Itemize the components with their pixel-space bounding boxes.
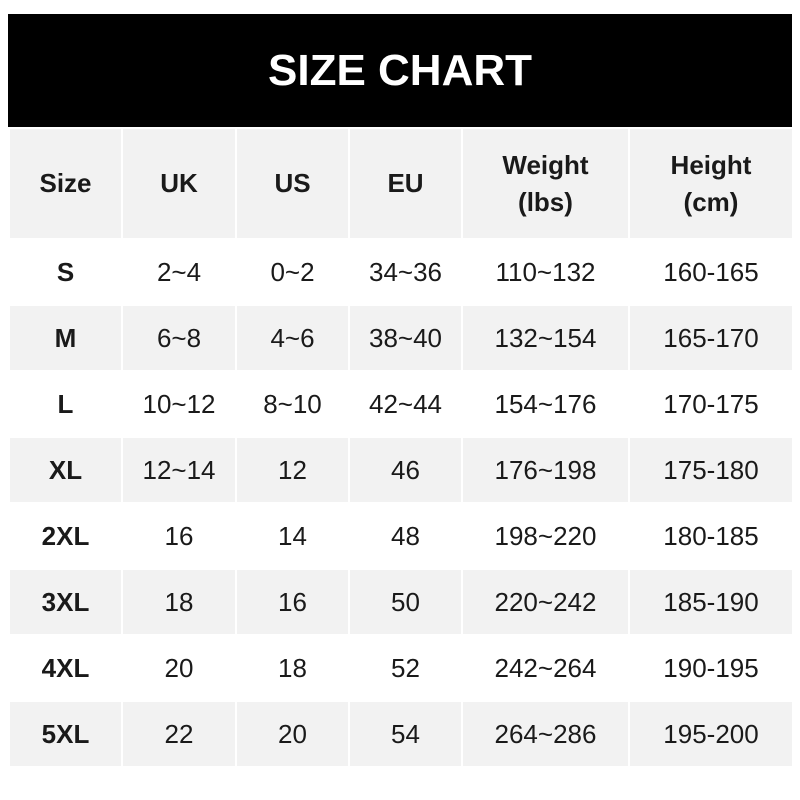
column-header: Weight (lbs) — [461, 127, 630, 240]
table-cell: 170-175 — [628, 370, 794, 438]
size-cell: 3XL — [8, 568, 123, 636]
table-row: M 6~8 4~6 38~40 132~154 165-170 — [8, 304, 794, 372]
table-cell: 175-180 — [628, 436, 794, 504]
table-cell: 34~36 — [348, 238, 463, 306]
table-cell: 18 — [121, 568, 237, 636]
table-cell: 8~10 — [235, 370, 350, 438]
size-cell: S — [8, 238, 123, 306]
table-cell: 46 — [348, 436, 463, 504]
table-cell: 154~176 — [461, 370, 630, 438]
column-header-text: UK — [160, 168, 198, 199]
table-cell: 180-185 — [628, 502, 794, 570]
table-cell: 195-200 — [628, 700, 794, 768]
table-cell: 110~132 — [461, 238, 630, 306]
table-cell: 185-190 — [628, 568, 794, 636]
table-cell: 14 — [235, 502, 350, 570]
size-cell: 2XL — [8, 502, 123, 570]
table-cell: 12 — [235, 436, 350, 504]
size-table: Size UK US EU Weight (lbs) Height (cm) S 2~4 0~2 3… — [8, 127, 794, 768]
column-header-text: (lbs) — [518, 186, 573, 217]
table-cell: 16 — [121, 502, 237, 570]
table-cell: 6~8 — [121, 304, 237, 372]
table-row: XL 12~14 12 46 176~198 175-180 — [8, 436, 794, 504]
table-cell: 242~264 — [461, 634, 630, 702]
table-row: 2XL 16 14 48 198~220 180-185 — [8, 502, 794, 570]
size-cell: L — [8, 370, 123, 438]
column-header-text: Weight — [502, 150, 589, 181]
table-cell: 176~198 — [461, 436, 630, 504]
column-header: US — [235, 127, 350, 240]
size-cell: 5XL — [8, 700, 123, 768]
size-chart-title: SIZE CHART — [8, 14, 792, 127]
table-cell: 52 — [348, 634, 463, 702]
table-cell: 165-170 — [628, 304, 794, 372]
size-cell: M — [8, 304, 123, 372]
table-row: 3XL 18 16 50 220~242 185-190 — [8, 568, 794, 636]
table-cell: 264~286 — [461, 700, 630, 768]
table-cell: 10~12 — [121, 370, 237, 438]
table-cell: 20 — [121, 634, 237, 702]
column-header: Size — [8, 127, 123, 240]
size-cell: XL — [8, 436, 123, 504]
table-row: 5XL 22 20 54 264~286 195-200 — [8, 700, 794, 768]
table-cell: 18 — [235, 634, 350, 702]
table-cell: 2~4 — [121, 238, 237, 306]
column-header: EU — [348, 127, 463, 240]
table-cell: 4~6 — [235, 304, 350, 372]
column-header-text: Size — [39, 168, 92, 199]
table-row: 4XL 20 18 52 242~264 190-195 — [8, 634, 794, 702]
header-row: Size UK US EU Weight (lbs) Height (cm) — [8, 127, 794, 240]
table-cell: 160-165 — [628, 238, 794, 306]
table-cell: 50 — [348, 568, 463, 636]
column-header-text: (cm) — [683, 186, 739, 217]
table-cell: 48 — [348, 502, 463, 570]
column-header-text: US — [274, 168, 311, 199]
column-header-text: Height — [670, 150, 752, 181]
table-cell: 198~220 — [461, 502, 630, 570]
table-cell: 22 — [121, 700, 237, 768]
column-header: UK — [121, 127, 237, 240]
table-row: L 10~12 8~10 42~44 154~176 170-175 — [8, 370, 794, 438]
table-cell: 132~154 — [461, 304, 630, 372]
table-cell: 16 — [235, 568, 350, 636]
table-row: S 2~4 0~2 34~36 110~132 160-165 — [8, 238, 794, 306]
column-header: Height (cm) — [628, 127, 794, 240]
table-cell: 12~14 — [121, 436, 237, 504]
table-cell: 220~242 — [461, 568, 630, 636]
table-cell: 0~2 — [235, 238, 350, 306]
table-cell: 190-195 — [628, 634, 794, 702]
table-cell: 20 — [235, 700, 350, 768]
column-header-text: EU — [387, 168, 424, 199]
table-cell: 38~40 — [348, 304, 463, 372]
table-cell: 54 — [348, 700, 463, 768]
size-cell: 4XL — [8, 634, 123, 702]
table-cell: 42~44 — [348, 370, 463, 438]
